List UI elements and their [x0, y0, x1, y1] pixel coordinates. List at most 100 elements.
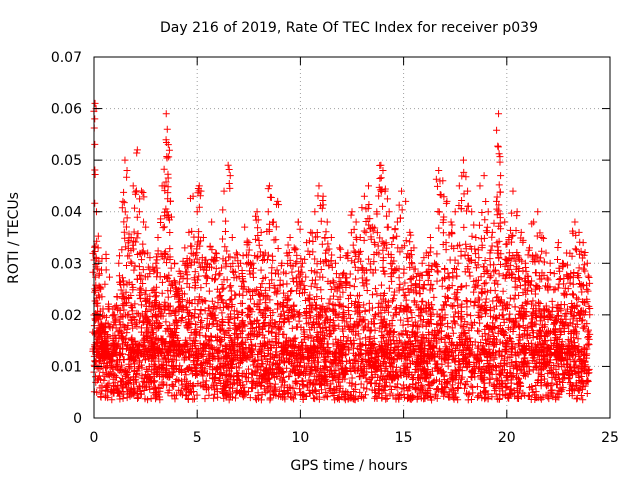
data-point-spike	[225, 180, 233, 188]
data-point-band	[300, 382, 308, 390]
data-point-spike	[298, 268, 306, 276]
data-point	[418, 259, 426, 267]
data-point	[480, 172, 488, 180]
data-point-band	[220, 364, 228, 372]
data-point-spike	[238, 266, 246, 274]
data-point-spike	[131, 204, 139, 212]
data-point	[379, 166, 387, 174]
data-point-band	[235, 377, 243, 385]
data-point-band	[540, 258, 548, 266]
data-point-band	[231, 379, 239, 387]
data-point-band	[168, 382, 176, 390]
data-point	[468, 208, 476, 216]
data-point-band	[489, 319, 497, 327]
data-point-band	[510, 295, 518, 303]
data-point	[144, 249, 152, 257]
data-point-band	[583, 390, 591, 398]
data-point-band	[570, 387, 578, 395]
data-point-spike	[91, 199, 99, 207]
data-point-band	[475, 327, 483, 335]
data-point	[220, 187, 228, 195]
data-point	[216, 270, 224, 278]
data-point-spike	[221, 243, 229, 251]
data-point-band	[234, 376, 242, 384]
data-point	[495, 110, 503, 118]
data-point	[360, 192, 368, 200]
data-point-spike	[317, 266, 325, 274]
data-point	[193, 208, 201, 216]
data-point-band	[505, 394, 513, 402]
data-point	[472, 234, 480, 241]
data-point-spike	[120, 199, 128, 207]
data-point-spike	[313, 229, 321, 237]
data-point	[152, 259, 160, 267]
data-point-spike	[160, 223, 168, 231]
data-point-band	[194, 313, 202, 321]
data-point-band	[408, 314, 416, 322]
data-point	[402, 197, 410, 205]
data-point-spike	[138, 256, 146, 264]
data-point	[393, 218, 401, 226]
data-point	[476, 182, 484, 190]
data-point-band	[496, 322, 504, 330]
data-point-band	[574, 385, 582, 393]
data-point-band	[238, 356, 246, 364]
data-point-spike	[237, 299, 245, 307]
data-point-band	[518, 302, 526, 310]
data-point-band	[387, 385, 395, 393]
data-point	[257, 228, 265, 236]
data-point-band	[240, 278, 248, 286]
data-point-band	[507, 386, 515, 394]
data-point-band	[362, 341, 370, 349]
data-point-spike	[164, 170, 172, 178]
data-point-band	[370, 258, 378, 266]
data-point	[274, 197, 282, 205]
data-point-band	[133, 309, 141, 317]
data-point-band	[257, 396, 265, 404]
data-point-band	[342, 358, 350, 366]
data-point-band	[442, 384, 450, 392]
data-point-band	[471, 373, 479, 381]
data-point-band	[98, 387, 106, 395]
data-point-band	[380, 267, 388, 275]
data-point-band	[463, 321, 471, 329]
data-point-band	[91, 373, 99, 381]
data-point-band	[137, 390, 145, 398]
data-point-spike	[257, 266, 265, 274]
data-point-band	[497, 383, 505, 391]
data-point-band	[253, 316, 261, 324]
data-point-band	[212, 365, 220, 373]
data-point-band	[178, 391, 186, 399]
data-point	[534, 208, 542, 216]
data-point-band	[504, 353, 512, 361]
data-point	[435, 166, 443, 174]
chart-title: Day 216 of 2019, Rate Of TEC Index for r…	[160, 20, 538, 36]
data-point-band	[385, 284, 393, 292]
data-point-band	[418, 353, 426, 361]
data-point-band	[356, 388, 364, 396]
data-point-band	[561, 374, 569, 382]
data-point-band	[506, 362, 514, 370]
data-point	[497, 172, 505, 180]
data-point-band	[266, 355, 274, 363]
data-point-band	[178, 381, 186, 389]
data-point	[162, 110, 170, 118]
data-point-band	[554, 312, 562, 320]
data-point-spike	[170, 277, 178, 285]
data-point-spike	[314, 192, 322, 200]
data-point-band	[209, 381, 217, 389]
data-point-band	[102, 254, 110, 262]
data-point-spike	[243, 260, 251, 268]
data-point-band	[244, 374, 252, 382]
data-point-spike	[166, 245, 174, 253]
data-point-band	[335, 378, 343, 386]
data-point	[129, 182, 137, 190]
data-point-band	[401, 360, 409, 368]
data-point-band	[501, 366, 509, 374]
data-point-band	[371, 386, 379, 394]
data-point	[554, 239, 562, 247]
data-point-band	[507, 376, 515, 384]
data-point-band	[255, 347, 263, 355]
data-point	[286, 234, 294, 241]
data-point-spike	[154, 247, 162, 255]
